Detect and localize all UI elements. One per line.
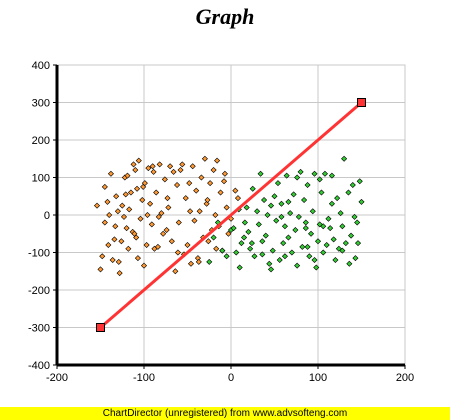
x-tick-label: 100 [309, 372, 327, 384]
y-tick-label: 400 [32, 60, 50, 72]
y-tick-label: -200 [28, 285, 50, 297]
x-tick-label: -200 [46, 372, 68, 384]
trend-endpoint-marker [97, 324, 105, 332]
y-tick-label: 300 [32, 98, 50, 110]
trend-endpoint-marker [358, 99, 366, 107]
y-tick-label: -100 [28, 248, 50, 260]
x-tick-label: -100 [133, 372, 155, 384]
y-tick-label: 200 [32, 135, 50, 147]
watermark-footer: ChartDirector (unregistered) from www.ad… [0, 407, 450, 420]
y-tick-label: -300 [28, 323, 50, 335]
y-tick-labels: -400 -300 -200 -100 0 100 200 300 400 [28, 60, 50, 372]
x-tick-label: 200 [396, 372, 414, 384]
x-tick-label: 0 [228, 372, 234, 384]
y-tick-label: 0 [44, 210, 50, 222]
y-tick-label: 100 [32, 173, 50, 185]
x-tick-labels: -200 -100 0 100 200 [46, 372, 414, 384]
y-tick-label: -400 [28, 360, 50, 372]
